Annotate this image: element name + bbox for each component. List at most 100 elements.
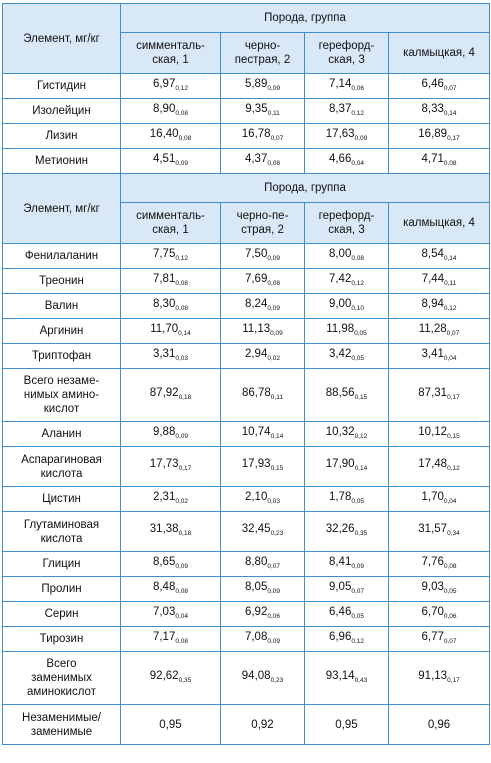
value-cell: 2,100,03 [220, 486, 305, 512]
error: 0,18 [178, 530, 192, 537]
value-cell: 1,780,05 [304, 486, 389, 512]
error: 0,12 [175, 84, 189, 92]
error: 0,12 [354, 432, 368, 440]
data-row: Изолейцин 8,900,08 9,350,11 8,370,12 8,330,1… [2, 98, 491, 124]
value-cell: 3,310,03 [120, 343, 221, 369]
error: 0,35 [178, 676, 192, 684]
value: 8,41 [328, 555, 352, 568]
value-cell: 17,730,17 [120, 446, 221, 487]
data-row: Гистидин 6,970,12 5,890,09 7,140,06 6,460,07 [2, 73, 491, 99]
error: 0,08 [175, 637, 189, 645]
value: 9,05 [328, 580, 352, 593]
value: 3,41 [421, 347, 444, 360]
value: 2,31 [152, 490, 176, 503]
column-header: симменталь- ская, 1 [120, 32, 221, 74]
error: 0,05 [351, 497, 365, 505]
column-header: калмыцкая, 4 [387, 202, 491, 244]
value: 9,03 [421, 580, 444, 593]
value-cell: 17,630,09 [304, 123, 389, 149]
element-name: Тирозин [2, 626, 121, 652]
error: 0,07 [267, 562, 281, 570]
value: 87,31 [418, 386, 448, 399]
value: 6,46 [328, 605, 352, 618]
value: 16,78 [241, 127, 271, 140]
value-cell: 7,760,08 [387, 551, 491, 577]
error: 0,04 [443, 354, 457, 362]
value: 17,63 [325, 127, 355, 140]
value: 10,32 [325, 425, 355, 438]
error: 0,14 [178, 329, 191, 337]
value: 8,05 [244, 580, 268, 593]
value-cell: 7,030,04 [120, 601, 221, 627]
value-cell: 8,330,14 [387, 98, 491, 124]
error: 0,35 [354, 530, 368, 537]
element-name: Пролин [2, 576, 121, 602]
value: 9,35 [245, 102, 268, 115]
error: 0,23 [270, 676, 284, 684]
error: 0,12 [175, 254, 189, 262]
error: 0,09 [267, 587, 281, 595]
element-name: Цистин [2, 486, 121, 512]
value: 6,96 [328, 630, 352, 643]
value-cell: 6,970,12 [120, 73, 221, 99]
value: 32,26 [325, 523, 355, 535]
header-row: Элемент, мг/кг Порода, группа [2, 173, 491, 244]
error: 0,12 [351, 109, 365, 117]
error: 0,05 [354, 329, 367, 337]
error: 0,08 [175, 304, 189, 312]
data-row: Аспарагиновая кислота 17,730,17 17,930,15 1… [2, 446, 491, 487]
value-cell: 17,930,15 [220, 446, 305, 487]
value-cell: 4,370,08 [220, 148, 305, 174]
value: 8,30 [152, 297, 176, 310]
error: 0,17 [447, 134, 460, 142]
value-cell: 0,92 [220, 704, 305, 745]
element-name: Валин [2, 293, 121, 319]
error: 0,04 [351, 159, 365, 167]
value: 87,92 [149, 386, 179, 399]
error: 0,17 [447, 393, 460, 401]
value: 7,44 [421, 272, 445, 285]
error: 0,08 [267, 279, 281, 287]
error: 0,09 [351, 562, 365, 570]
element-name: Аспарагиновая кислота [2, 446, 121, 487]
value-cell: 92,620,35 [120, 651, 221, 705]
value-cell: 16,400,08 [120, 123, 221, 149]
value-cell: 6,770,07 [387, 626, 491, 652]
error: 0,08 [175, 279, 189, 287]
value: 2,10 [244, 490, 268, 503]
value-cell: 9,000,10 [304, 293, 389, 319]
value: 6,97 [152, 77, 176, 90]
element-name: Триптофан [2, 343, 121, 369]
error: 0,14 [354, 465, 368, 472]
data-row: Аланин 9,880,09 10,740,14 10,320,12 10,120,1… [2, 421, 491, 447]
data-row: Фенилаланин 7,750,12 7,500,09 8,000,08 8,540… [2, 243, 491, 269]
value: 6,77 [421, 630, 444, 643]
value: 4,37 [244, 152, 268, 165]
error: 0,11 [267, 109, 280, 117]
value-cell: 6,460,07 [387, 73, 491, 99]
value: 8,80 [244, 555, 268, 568]
column-header: черно- пестрая, 2 [220, 32, 305, 74]
error: 0,08 [175, 109, 189, 117]
element-name: Гистидин [2, 73, 121, 99]
value: 8,24 [244, 297, 268, 310]
error: 0,04 [175, 612, 189, 620]
value-cell: 31,380,18 [120, 511, 221, 552]
data-row: Валин 8,300,08 8,240,09 9,000,10 8,940,12 [2, 293, 491, 319]
error: 0,11 [444, 279, 457, 287]
value-cell: 9,350,11 [220, 98, 305, 124]
value-cell: 7,420,12 [304, 268, 389, 294]
value: 7,17 [152, 630, 176, 643]
value: 8,48 [152, 580, 176, 593]
error: 0,05 [351, 612, 365, 620]
value: 10,74 [241, 425, 271, 438]
value-cell: 11,700,14 [120, 318, 221, 344]
error: 0,15 [447, 432, 460, 440]
error: 0,02 [175, 497, 189, 505]
value-cell: 8,800,07 [220, 551, 305, 577]
value-cell: 7,170,08 [120, 626, 221, 652]
value: 17,93 [241, 458, 271, 470]
value-cell: 11,130,09 [220, 318, 305, 344]
value-cell: 1,700,04 [387, 486, 491, 512]
value-cell: 11,280,07 [387, 318, 491, 344]
